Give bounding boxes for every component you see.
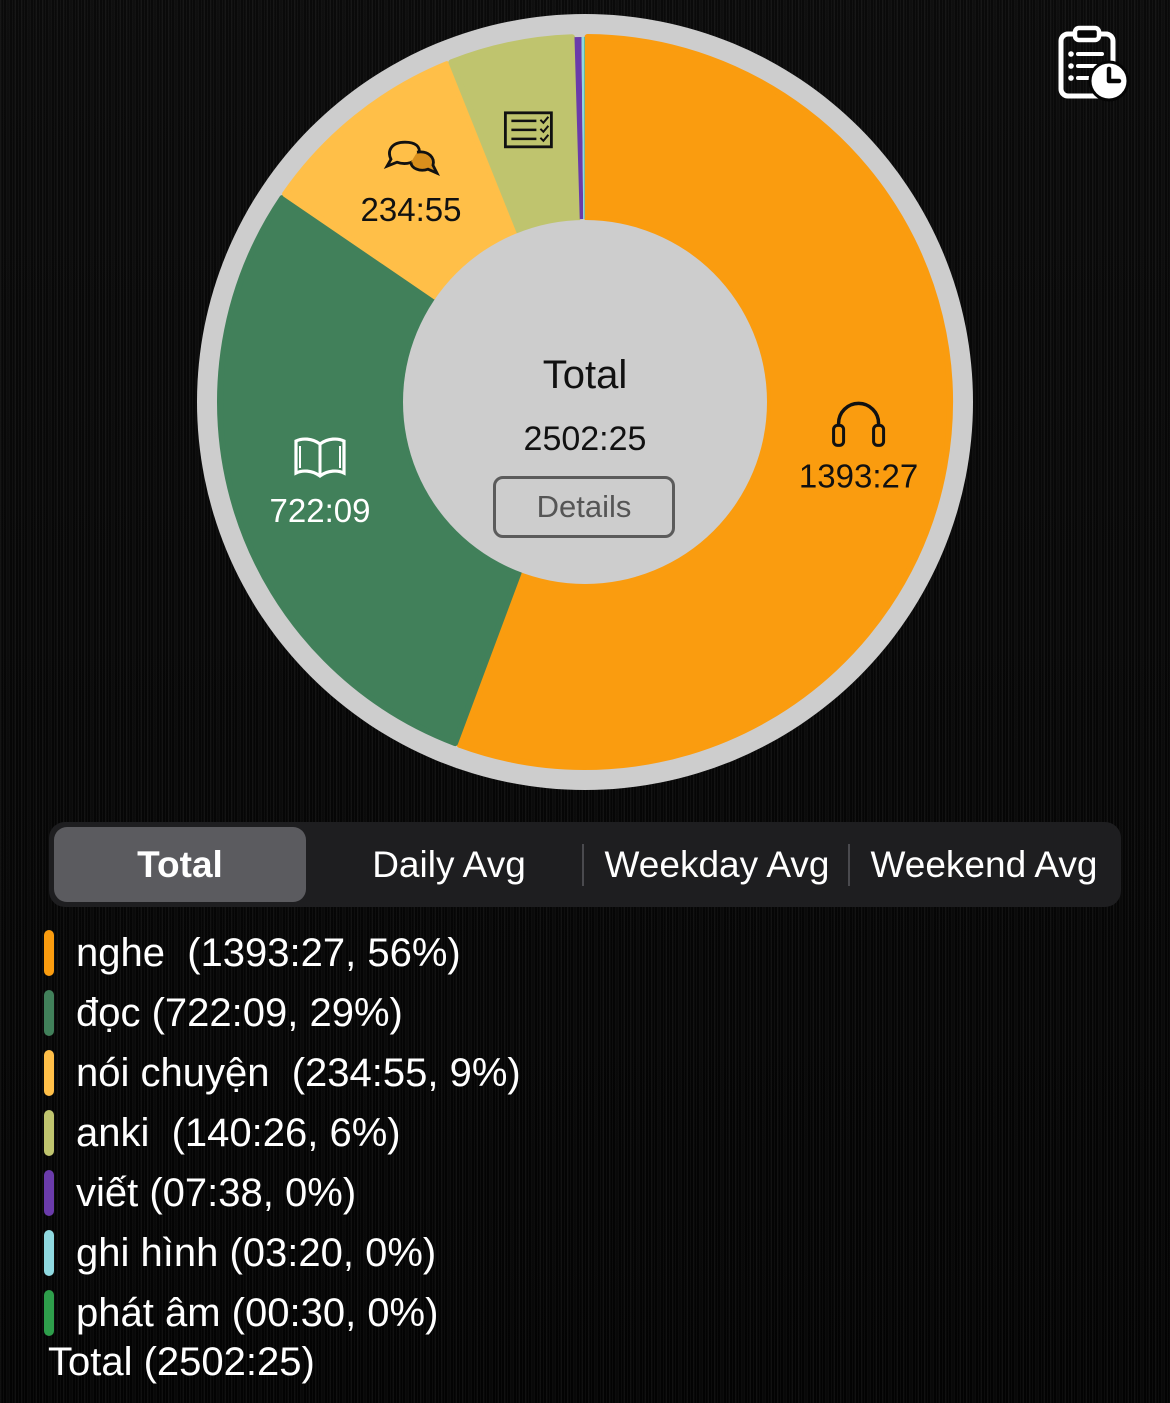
legend: nghe (1393:27, 56%) đọc (722:09, 29%) nó… — [44, 923, 1144, 1343]
legend-item-ghi-hinh: ghi hình (03:20, 0%) — [44, 1223, 1144, 1283]
legend-item-anki: anki (140:26, 6%) — [44, 1103, 1144, 1163]
legend-label: viết (07:38, 0%) — [76, 1170, 357, 1215]
checklist-icon — [503, 111, 553, 149]
legend-swatch — [44, 1170, 54, 1216]
legend-label: ghi hình (03:20, 0%) — [76, 1230, 437, 1275]
headphones-icon — [832, 401, 886, 447]
tab-divider — [848, 844, 850, 886]
legend-swatch — [44, 1290, 54, 1336]
legend-swatch — [44, 930, 54, 976]
tab-divider — [582, 844, 584, 886]
chart-slice-viet — [574, 37, 584, 220]
legend-total: Total (2502:25) — [48, 1340, 315, 1384]
details-button[interactable]: Details — [493, 476, 675, 538]
legend-swatch — [44, 1050, 54, 1096]
clipboard-clock-icon[interactable] — [1056, 24, 1132, 104]
legend-label: đọc (722:09, 29%) — [76, 990, 403, 1035]
legend-label: nghe (1393:27, 56%) — [76, 930, 461, 975]
legend-item-phat-am: phát âm (00:30, 0%) — [44, 1283, 1144, 1343]
legend-label: anki (140:26, 6%) — [76, 1110, 401, 1155]
legend-swatch — [44, 1110, 54, 1156]
tab-weekend-avg[interactable]: Weekend Avg — [870, 843, 1098, 885]
tab-daily-avg[interactable]: Daily Avg — [372, 843, 526, 885]
book-icon — [294, 437, 346, 479]
legend-label: phát âm (00:30, 0%) — [76, 1290, 439, 1335]
legend-item-noi-chuyen: nói chuyện (234:55, 9%) — [44, 1043, 1144, 1103]
slice-label-nghe: 1393:27 — [799, 457, 918, 494]
slice-label-doc: 722:09 — [270, 492, 371, 529]
legend-item-doc: đọc (722:09, 29%) — [44, 983, 1144, 1043]
center-total-value: 2502:25 — [524, 420, 647, 458]
chart-slice-anki — [448, 34, 581, 235]
donut-chart: 1393:27 722:09 234:55 Total 2502:25 — [197, 14, 973, 790]
legend-swatch — [44, 1230, 54, 1276]
chart-slice-doc — [217, 195, 522, 747]
legend-item-nghe: nghe (1393:27, 56%) — [44, 923, 1144, 983]
center-title: Total — [543, 353, 628, 397]
legend-swatch — [44, 990, 54, 1036]
chat-bubbles-icon — [383, 140, 440, 177]
legend-item-viet: viết (07:38, 0%) — [44, 1163, 1144, 1223]
slice-label-noi_chuyen: 234:55 — [361, 191, 462, 228]
tab-total[interactable]: Total — [54, 827, 306, 902]
chart-slice-noi_chuyen — [282, 61, 518, 300]
chart-slice-nghe — [456, 34, 953, 770]
legend-label: nói chuyện (234:55, 9%) — [76, 1050, 521, 1095]
chart-slice-ghi_hinh — [581, 37, 585, 220]
period-segmented-control: Total Daily Avg Weekday Avg Weekend Avg — [49, 822, 1121, 907]
tab-weekday-avg[interactable]: Weekday Avg — [604, 843, 830, 885]
